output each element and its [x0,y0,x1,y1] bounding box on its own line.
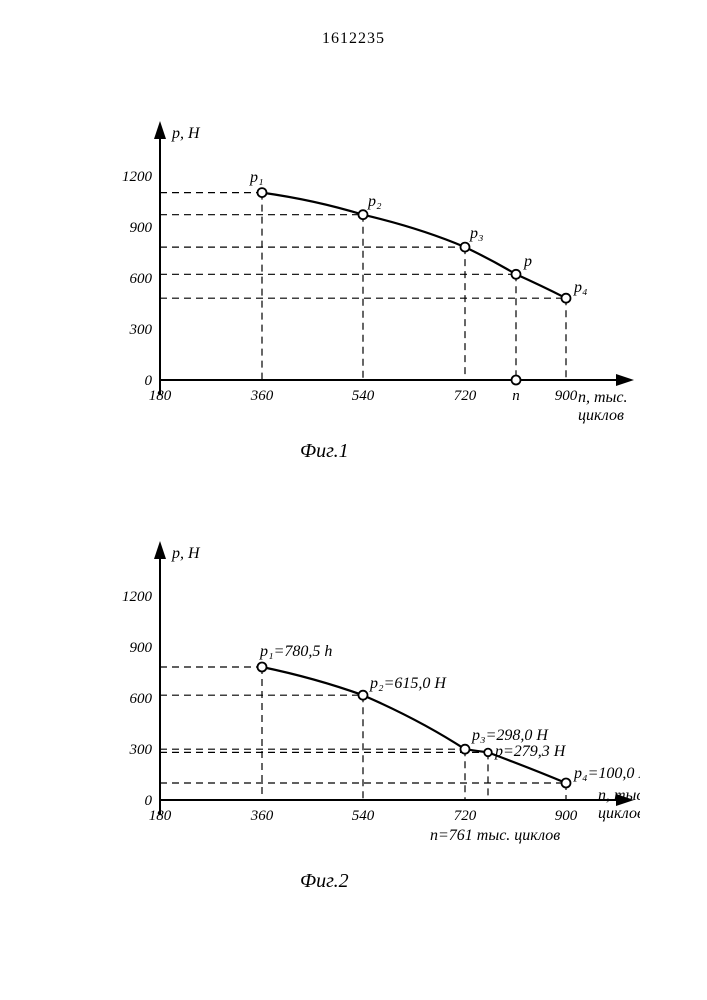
svg-text:600: 600 [130,691,153,707]
fig1-p2-label: p₂ [367,193,382,210]
svg-text:0: 0 [145,793,153,809]
fig2-p3-label: p₃=298,0 H [471,727,549,744]
svg-text:0: 0 [145,373,153,389]
svg-text:1200: 1200 [122,589,153,605]
fig2-p2-label: p₂=615,0 H [369,675,447,692]
svg-text:900: 900 [555,808,578,824]
svg-text:900: 900 [130,220,153,236]
svg-text:900: 900 [130,640,153,656]
fig1-p1-label: p₁ [249,169,264,186]
svg-text:180: 180 [149,388,172,404]
svg-text:360: 360 [250,388,274,404]
svg-text:360: 360 [250,808,274,824]
svg-text:300: 300 [129,742,153,758]
fig1-xlabel-1: n, тыс. [578,389,628,406]
svg-text:300: 300 [129,322,153,338]
svg-text:540: 540 [352,808,375,824]
svg-text:720: 720 [454,388,477,404]
fig1-p3-label: p₃ [469,225,484,242]
figure-1: 0 300 600 900 1200 180 360 540 720 900 n… [100,120,640,430]
fig2-xlabel-2: циклов [598,805,640,822]
fig2-xlabel-1: n, тыс. [598,787,640,804]
fig1-ylabel: p, H [171,125,201,142]
svg-text:720: 720 [454,808,477,824]
doc-number: 1612235 [0,30,707,48]
fig2-ylabel: p, H [171,545,201,562]
svg-text:n: n [512,388,520,404]
svg-text:1200: 1200 [122,169,153,185]
fig1-xlabel-2: циклов [578,407,624,424]
figure-2: 0 300 600 900 1200 180 360 540 720 900 p… [100,540,640,860]
svg-text:540: 540 [352,388,375,404]
svg-text:900: 900 [555,388,578,404]
svg-text:600: 600 [130,271,153,287]
fig1-p-label: p [523,253,532,270]
fig2-caption: Фиг.2 [300,870,349,893]
svg-text:180: 180 [149,808,172,824]
fig1-caption: Фиг.1 [300,440,349,463]
fig2-p4-label: p₄=100,0 HH [573,765,640,782]
fig2-extra-label: p=279,3 H [494,743,567,760]
fig1-p4-label: p₄ [573,279,588,296]
fig2-n-annotation: n=761 тыс. циклов [430,827,560,844]
fig2-p1-label: p₁=780,5 h [259,643,332,660]
